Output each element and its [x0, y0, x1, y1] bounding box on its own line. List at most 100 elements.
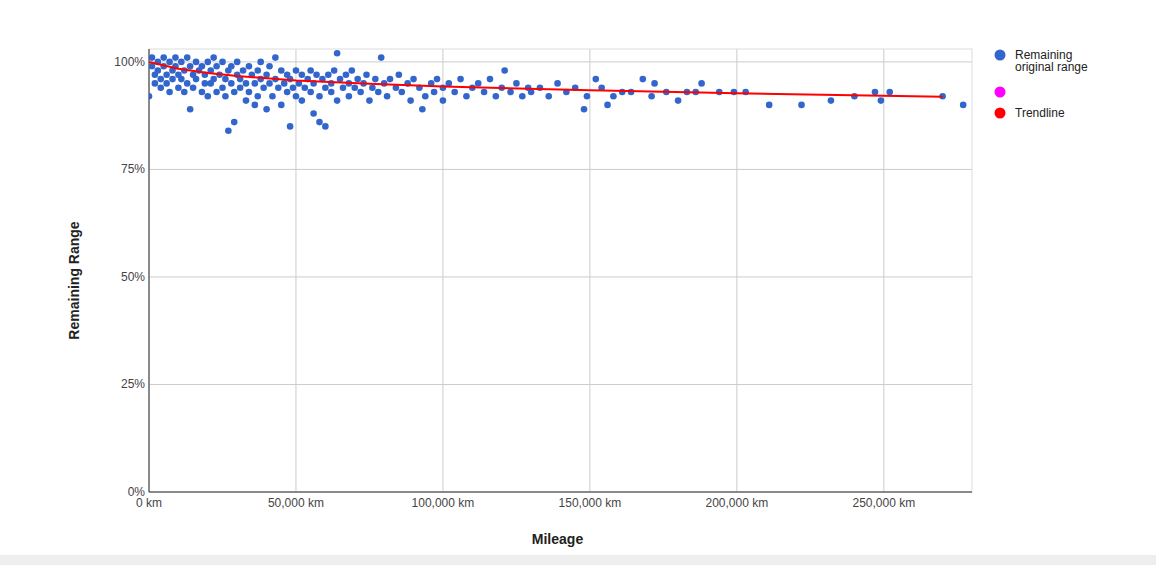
x-tick-label: 50,000 km	[268, 496, 324, 510]
scatter-point	[199, 63, 206, 70]
y-grid-line	[149, 169, 972, 170]
scatter-point	[604, 102, 611, 109]
scatter-point	[592, 76, 599, 83]
scatter-point	[149, 54, 155, 61]
scatter-point	[213, 63, 220, 70]
scatter-point	[190, 84, 197, 91]
scatter-point	[487, 76, 494, 83]
scatter-point	[334, 97, 341, 104]
scatter-point	[316, 93, 323, 100]
x-axis-line	[149, 492, 972, 493]
scatter-point	[160, 54, 167, 61]
scatter-point	[187, 63, 194, 70]
scatter-point	[210, 76, 217, 83]
scatter-point	[507, 89, 514, 96]
x-axis-title: Mileage	[532, 531, 584, 547]
scatter-point	[513, 80, 520, 87]
scatter-point	[369, 84, 376, 91]
scatter-point	[222, 76, 229, 83]
y-grid-line	[149, 276, 972, 277]
scatter-point	[307, 67, 314, 74]
x-grid-line	[883, 49, 884, 492]
chart: 0%25%50%75%100%0 km50,000 km100,000 km15…	[0, 0, 1156, 565]
scatter-point	[187, 106, 194, 113]
scatter-point	[431, 89, 438, 96]
scatter-point	[545, 93, 552, 100]
scatter-point	[199, 89, 206, 96]
scatter-point	[501, 67, 508, 74]
x-tick-label: 150,000 km	[559, 496, 622, 510]
scatter-point	[328, 89, 335, 96]
scatter-point	[157, 76, 164, 83]
scatter-point	[322, 123, 329, 130]
scatter-point	[222, 93, 229, 100]
scatter-point	[281, 80, 288, 87]
scatter-point	[301, 84, 308, 91]
scatter-point	[493, 93, 500, 100]
scatter-point	[157, 84, 164, 91]
scatter-point	[254, 93, 261, 100]
scatter-point	[181, 89, 188, 96]
legend: Remaining original rangeTrendline	[995, 48, 1089, 120]
scatter-point	[851, 93, 858, 100]
scatter-point	[407, 97, 414, 104]
scatter-point	[554, 80, 561, 87]
scatter-point	[886, 89, 893, 96]
scatter-point	[284, 89, 291, 96]
scatter-point	[263, 106, 270, 113]
scatter-point	[184, 80, 191, 87]
scatter-point	[410, 76, 417, 83]
scatter-point	[243, 80, 250, 87]
scatter-point	[384, 93, 391, 100]
scatter-point	[178, 76, 185, 83]
scatter-point	[231, 119, 238, 126]
x-tick-label: 100,000 km	[412, 496, 475, 510]
scatter-point	[155, 67, 162, 74]
scatter-point	[307, 89, 314, 96]
scatter-point	[422, 93, 429, 100]
scatter-point	[310, 110, 317, 117]
scatter-point	[316, 119, 323, 126]
scatter-point	[440, 97, 447, 104]
x-grid-line	[736, 49, 737, 492]
scatter-point	[243, 97, 250, 104]
y-grid-line	[149, 61, 972, 62]
scatter-point	[290, 84, 297, 91]
scatter-point	[166, 59, 173, 66]
scatter-point	[619, 89, 626, 96]
scatter-point	[266, 80, 273, 87]
marks	[149, 50, 966, 134]
scatter-point	[246, 63, 253, 70]
scatter-point	[363, 72, 370, 79]
scatter-point	[343, 72, 350, 79]
scatter-point	[240, 67, 247, 74]
scatter-point	[287, 123, 294, 130]
scatter-point	[349, 67, 356, 74]
scatter-point	[252, 102, 259, 109]
scatter-point	[475, 80, 482, 87]
scatter-point	[584, 93, 591, 100]
plot-frame	[149, 49, 972, 492]
background	[0, 0, 1156, 565]
scatter-point	[322, 84, 329, 91]
scatter-point	[246, 89, 253, 96]
scatter-point	[228, 63, 235, 70]
scatter-point	[204, 59, 211, 66]
scatter-point	[193, 76, 200, 83]
scatter-point	[457, 76, 464, 83]
scatter-point	[451, 89, 458, 96]
scatter-point	[202, 80, 209, 87]
scatter-point	[219, 59, 226, 66]
scatter-point	[166, 89, 173, 96]
scatter-point	[378, 54, 385, 61]
scatter-point	[675, 97, 682, 104]
scatter-point	[372, 76, 379, 83]
scatter-point	[960, 102, 967, 109]
scatter-point	[872, 89, 879, 96]
y-axis-line	[149, 49, 150, 492]
scatter-point	[272, 54, 279, 61]
scatter-point	[169, 76, 176, 83]
scatter-point	[257, 59, 264, 66]
scatter-point	[398, 89, 405, 96]
y-axis-title: Remaining Range	[66, 221, 82, 339]
